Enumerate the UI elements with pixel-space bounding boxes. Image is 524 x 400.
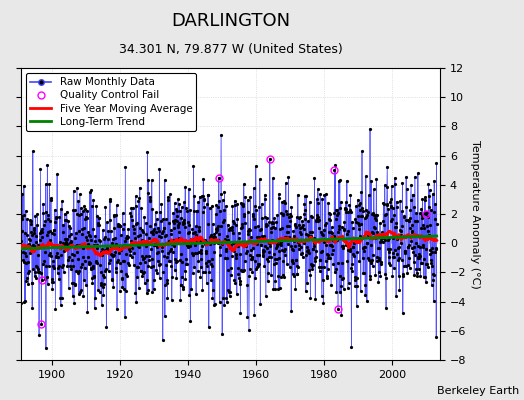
Text: DARLINGTON: DARLINGTON: [171, 12, 290, 30]
Y-axis label: Temperature Anomaly (°C): Temperature Anomaly (°C): [470, 140, 481, 288]
Legend: Raw Monthly Data, Quality Control Fail, Five Year Moving Average, Long-Term Tren: Raw Monthly Data, Quality Control Fail, …: [26, 73, 196, 131]
Text: 34.301 N, 79.877 W (United States): 34.301 N, 79.877 W (United States): [118, 43, 343, 56]
Text: Berkeley Earth: Berkeley Earth: [436, 386, 519, 396]
